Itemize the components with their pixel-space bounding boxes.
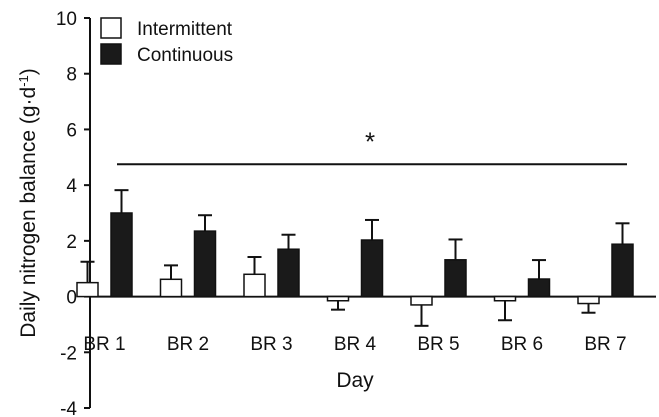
bar-continuous-br2 xyxy=(193,230,217,298)
x-category-label: BR 3 xyxy=(250,334,292,355)
y-tick-label: 2 xyxy=(66,232,77,253)
bar-continuous-br3 xyxy=(277,248,300,298)
bar-continuous-br6 xyxy=(527,278,551,298)
y-tick-label: -2 xyxy=(60,343,77,364)
legend: Intermittent Continuous xyxy=(100,17,233,66)
bar-intermittent-br6 xyxy=(493,295,517,302)
x-category-label: BR 5 xyxy=(417,334,459,355)
x-category-label: BR 1 xyxy=(83,334,125,355)
x-category-label: BR 6 xyxy=(501,334,543,355)
bar-intermittent-br7 xyxy=(577,295,600,305)
bar-continuous-br1 xyxy=(110,212,133,298)
bar-continuous-br4 xyxy=(360,239,384,298)
bar-intermittent-br3 xyxy=(243,273,266,298)
bar-intermittent-br5 xyxy=(410,295,433,306)
x-category-label: BR 2 xyxy=(167,334,209,355)
x-axis-title: Day xyxy=(336,369,374,392)
x-category-label: BR 4 xyxy=(334,334,377,355)
y-tick-label: 8 xyxy=(66,65,77,86)
y-tick-label: 10 xyxy=(56,9,77,30)
bar-intermittent-br2 xyxy=(159,278,183,298)
y-tick-label: -4 xyxy=(60,399,77,417)
significance-star: * xyxy=(365,126,375,156)
legend-swatch-intermittent xyxy=(100,17,122,39)
legend-label-intermittent: Intermittent xyxy=(137,19,233,40)
bar-intermittent-br4 xyxy=(326,295,350,302)
y-tick-label: 4 xyxy=(66,176,77,197)
bar-intermittent-br1 xyxy=(76,281,99,298)
legend-label-continuous: Continuous xyxy=(137,45,233,66)
bar-continuous-br7 xyxy=(611,243,634,298)
x-category-label: BR 7 xyxy=(584,334,626,355)
y-axis-title: Daily nitrogen balance (g·d-1) xyxy=(16,68,41,338)
y-tick-label: 6 xyxy=(66,120,77,141)
legend-swatch-continuous xyxy=(100,43,122,65)
bar-continuous-br5 xyxy=(444,259,467,298)
plot-area: -4 -2 0 2 4 6 8 10 Daily nitrogen balance (g·d-1… xyxy=(16,9,656,417)
y-tick-label: 0 xyxy=(66,288,77,309)
